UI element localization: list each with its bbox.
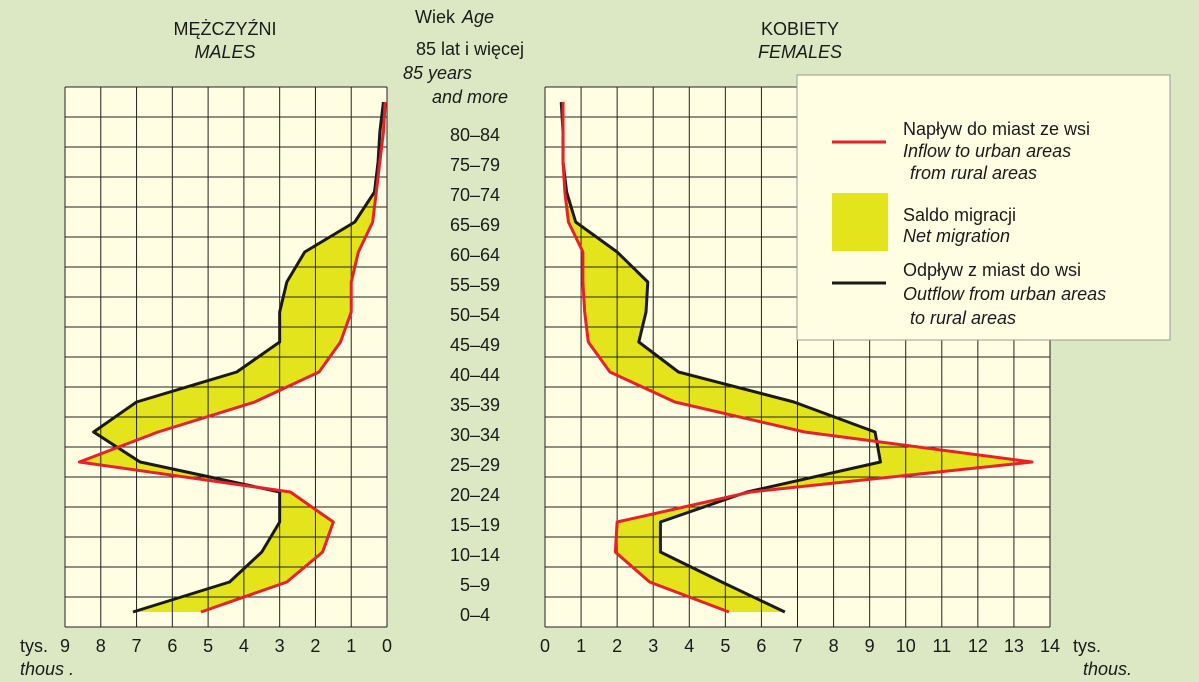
x-tick-label: 8 [829, 636, 839, 656]
category-label: 15–19 [450, 515, 500, 535]
unit: tys. [1073, 636, 1101, 656]
x-tick-label: 13 [1004, 636, 1024, 656]
category-label: 35–39 [450, 395, 500, 415]
x-tick-label: 9 [60, 636, 70, 656]
unit-en: thous . [20, 659, 74, 679]
category-label: 40–44 [450, 365, 500, 385]
category-label: 30–34 [450, 425, 500, 445]
x-tick-label: 10 [896, 636, 916, 656]
x-tick-label: 3 [275, 636, 285, 656]
category-label-en: 85 years [403, 63, 472, 83]
x-tick-label: 14 [1040, 636, 1060, 656]
category-label: 75–79 [450, 155, 500, 175]
category-label: 70–74 [450, 185, 500, 205]
x-tick-label: 0 [382, 636, 392, 656]
category-label: 5–9 [460, 575, 490, 595]
x-tick-label: 5 [720, 636, 730, 656]
category-label: 65–69 [450, 215, 500, 235]
panel-title-en: MALES [194, 42, 255, 62]
legend-label: from rural areas [910, 163, 1037, 183]
x-tick-label: 4 [239, 636, 249, 656]
inflow-line [77, 101, 387, 614]
x-tick-label: 4 [684, 636, 694, 656]
unit-en: thous. [1083, 659, 1132, 679]
x-tick-label: 7 [792, 636, 802, 656]
legend-label: Napływ do miast ze wsi [903, 119, 1090, 139]
category-label: 45–49 [450, 335, 500, 355]
legend-label: to rural areas [910, 308, 1016, 328]
panel-title: KOBIETY [761, 19, 839, 39]
category-label: 50–54 [450, 305, 500, 325]
x-tick-label: 7 [132, 636, 142, 656]
x-tick-label: 0 [540, 636, 550, 656]
category-label: 55–59 [450, 275, 500, 295]
legend-label: Net migration [903, 226, 1010, 246]
inflow-line [561, 102, 1034, 614]
x-tick-label: 12 [968, 636, 988, 656]
x-tick-label: 1 [576, 636, 586, 656]
panel-title: MĘŻCZYŹNI [174, 19, 277, 39]
legend-label: Inflow to urban areas [903, 141, 1071, 161]
category-label: 80–84 [450, 125, 500, 145]
outflow-line [559, 101, 882, 614]
category-title-en: Age [461, 7, 494, 27]
panel-title-en: FEMALES [758, 42, 842, 62]
x-tick-label: 3 [648, 636, 658, 656]
x-tick-label: 6 [756, 636, 766, 656]
outflow-line [92, 101, 385, 614]
category-label: 60–64 [450, 245, 500, 265]
x-tick-label: 2 [612, 636, 622, 656]
x-tick-label: 6 [167, 636, 177, 656]
x-tick-label: 5 [203, 636, 213, 656]
category-label: 85 lat i więcej [416, 39, 524, 59]
category-label: 25–29 [450, 455, 500, 475]
category-label-en: and more [432, 87, 508, 107]
unit: tys. [20, 636, 48, 656]
x-tick-label: 2 [310, 636, 320, 656]
x-tick-label: 11 [932, 636, 951, 656]
legend-label: Outflow from urban areas [903, 284, 1106, 304]
legend-swatch [832, 193, 888, 251]
x-tick-label: 1 [346, 636, 356, 656]
x-tick-label: 8 [96, 636, 106, 656]
category-label: 10–14 [450, 545, 500, 565]
category-title: Wiek [415, 7, 456, 27]
category-label: 0–4 [460, 605, 490, 625]
legend-label: Odpływ z miast do wsi [903, 260, 1081, 280]
legend-label: Saldo migracji [903, 205, 1016, 225]
x-tick-label: 9 [865, 636, 875, 656]
category-label: 20–24 [450, 485, 500, 505]
